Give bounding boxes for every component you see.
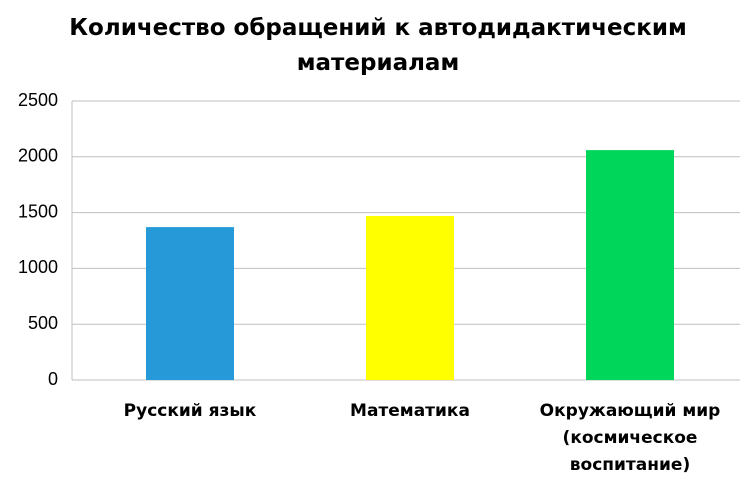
y-tick-label: 0 <box>48 369 58 389</box>
y-tick-label: 500 <box>28 313 58 333</box>
bar <box>146 227 234 380</box>
bar <box>586 150 674 380</box>
x-tick-label: Математика <box>350 401 470 421</box>
y-tick-label: 2000 <box>18 146 58 166</box>
x-tick-label: Окружающий мир (космическое воспитание) <box>540 401 721 475</box>
y-tick-label: 1500 <box>18 201 58 221</box>
y-tick-label: 2500 <box>18 90 58 110</box>
bar <box>366 215 454 380</box>
x-tick-label: Русский язык <box>124 401 257 421</box>
y-tick-label: 1000 <box>18 257 58 277</box>
chart-title: Количество обращений к автодидактическим… <box>69 15 687 76</box>
